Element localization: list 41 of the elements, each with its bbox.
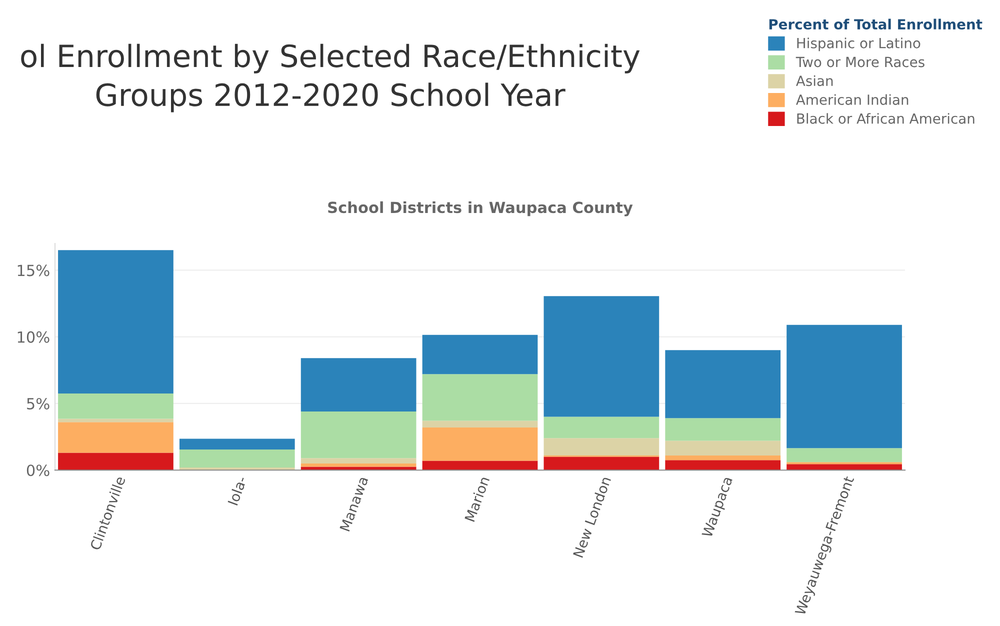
y-tick-label: 10% bbox=[18, 331, 50, 343]
bar bbox=[179, 438, 295, 450]
bar bbox=[300, 458, 416, 464]
x-tick-label: Iola- bbox=[227, 476, 248, 506]
legend-label: Asian bbox=[796, 75, 833, 86]
bar bbox=[665, 460, 781, 470]
chart-subtitle: School Districts in Waupaca County bbox=[328, 201, 633, 216]
bar bbox=[786, 448, 902, 462]
bar bbox=[300, 358, 416, 412]
bar bbox=[665, 440, 781, 456]
bar bbox=[665, 350, 781, 418]
y-tick-label: 15% bbox=[18, 264, 50, 276]
legend-label: Black or African American bbox=[797, 113, 974, 124]
legend-title: Percent of Total Enrollment bbox=[769, 18, 982, 30]
legend-label: Two or More Races bbox=[796, 56, 924, 68]
bar bbox=[58, 393, 174, 419]
bar bbox=[544, 456, 660, 470]
bar bbox=[422, 334, 538, 374]
bar bbox=[422, 374, 538, 421]
bar bbox=[422, 420, 538, 428]
bar bbox=[58, 452, 174, 470]
bar bbox=[544, 416, 660, 438]
bar bbox=[300, 463, 416, 467]
legend-label: American Indian bbox=[796, 94, 908, 105]
bar bbox=[422, 460, 538, 470]
chart-title: ol Enrollment by Selected Race/Ethnicity Groups 2012-2020 School Year bbox=[21, 44, 640, 112]
bar bbox=[58, 250, 174, 394]
bar bbox=[58, 418, 174, 422]
bar bbox=[544, 296, 660, 417]
bar bbox=[422, 427, 538, 461]
bar bbox=[665, 455, 781, 460]
bar bbox=[786, 324, 902, 448]
y-tick-label: 0% bbox=[26, 464, 50, 476]
bar bbox=[786, 464, 902, 470]
y-tick-label: 5% bbox=[27, 398, 50, 410]
legend-label: Hispanic or Latino bbox=[797, 38, 920, 52]
bar bbox=[58, 422, 174, 453]
bar bbox=[179, 449, 295, 468]
bar bbox=[665, 418, 781, 441]
bar bbox=[544, 438, 660, 456]
bar bbox=[300, 411, 416, 458]
